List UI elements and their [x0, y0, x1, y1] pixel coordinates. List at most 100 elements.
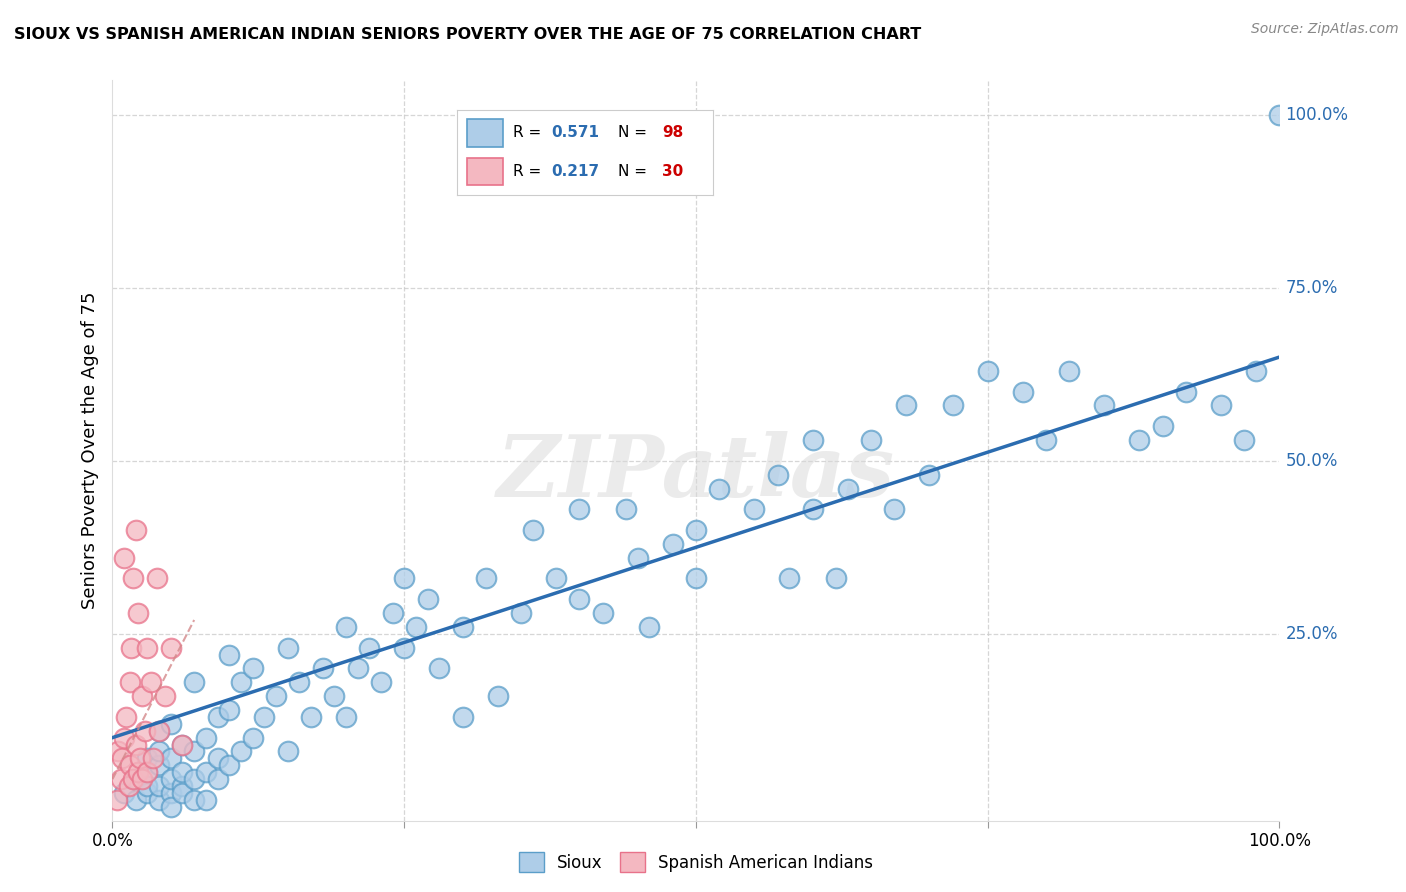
- Point: [107, 744, 129, 758]
- Point: [172, 779, 194, 793]
- Point: [112, 731, 135, 745]
- Point: [183, 675, 205, 690]
- Point: [146, 572, 169, 586]
- Point: [110, 772, 132, 786]
- Point: [1128, 433, 1150, 447]
- Point: [685, 572, 707, 586]
- Point: [118, 779, 141, 793]
- Point: [475, 572, 498, 586]
- Point: [125, 738, 148, 752]
- Point: [207, 772, 229, 786]
- Point: [194, 793, 217, 807]
- Point: [229, 744, 252, 758]
- Point: [148, 744, 170, 758]
- Point: [131, 772, 153, 786]
- Point: [118, 675, 141, 690]
- Point: [1175, 384, 1198, 399]
- Point: [825, 572, 848, 586]
- Point: [172, 765, 194, 780]
- Point: [218, 648, 240, 662]
- Point: [136, 751, 159, 765]
- Text: N =: N =: [619, 164, 652, 178]
- Point: [1152, 419, 1174, 434]
- Point: [801, 433, 824, 447]
- Point: [1092, 399, 1115, 413]
- Point: [136, 779, 159, 793]
- Point: [359, 640, 381, 655]
- Point: [592, 606, 614, 620]
- Point: [148, 723, 170, 738]
- Point: [427, 661, 450, 675]
- Point: [370, 675, 392, 690]
- Point: [160, 751, 183, 765]
- Point: [1233, 433, 1256, 447]
- Point: [522, 523, 544, 537]
- Point: [1244, 364, 1267, 378]
- Point: [148, 758, 170, 772]
- Text: N =: N =: [619, 126, 652, 140]
- Point: [127, 606, 149, 620]
- Point: [194, 731, 217, 745]
- Point: [918, 467, 941, 482]
- Point: [207, 710, 229, 724]
- Point: [381, 606, 404, 620]
- Point: [709, 482, 731, 496]
- Point: [242, 661, 264, 675]
- Point: [661, 537, 683, 551]
- Point: [942, 399, 965, 413]
- Point: [311, 661, 333, 675]
- Point: [276, 744, 298, 758]
- Text: 75.0%: 75.0%: [1285, 279, 1337, 297]
- Point: [218, 703, 240, 717]
- Point: [894, 399, 917, 413]
- Point: [111, 751, 134, 765]
- Point: [627, 550, 650, 565]
- Point: [194, 765, 217, 780]
- Point: [276, 640, 298, 655]
- Point: [136, 786, 159, 800]
- Point: [1268, 108, 1291, 122]
- Point: [125, 772, 148, 786]
- Text: R =: R =: [513, 164, 547, 178]
- Point: [976, 364, 998, 378]
- Point: [801, 502, 824, 516]
- Point: [323, 689, 346, 703]
- Point: [122, 572, 145, 586]
- Point: [614, 502, 637, 516]
- Point: [118, 758, 141, 772]
- Text: 98: 98: [662, 126, 683, 140]
- Point: [416, 592, 439, 607]
- Point: [264, 689, 287, 703]
- Point: [112, 786, 135, 800]
- Point: [335, 620, 357, 634]
- Point: [346, 661, 368, 675]
- Point: [392, 572, 416, 586]
- Point: [172, 738, 194, 752]
- Point: [299, 710, 322, 724]
- Point: [127, 765, 149, 780]
- Point: [218, 758, 240, 772]
- Point: [115, 710, 138, 724]
- Point: [392, 640, 416, 655]
- Point: [148, 723, 170, 738]
- Point: [125, 793, 148, 807]
- Point: [134, 723, 156, 738]
- Text: 0.571: 0.571: [551, 126, 600, 140]
- Point: [183, 793, 205, 807]
- Point: [242, 731, 264, 745]
- Point: [766, 467, 789, 482]
- Bar: [467, 120, 503, 146]
- Point: [207, 751, 229, 765]
- Point: [160, 640, 183, 655]
- Point: [1035, 433, 1057, 447]
- Point: [405, 620, 427, 634]
- Point: [288, 675, 311, 690]
- Point: [148, 779, 170, 793]
- Point: [122, 772, 145, 786]
- Y-axis label: Seniors Poverty Over the Age of 75: Seniors Poverty Over the Age of 75: [80, 292, 98, 609]
- Point: [1011, 384, 1033, 399]
- Point: [253, 710, 276, 724]
- Point: [120, 640, 142, 655]
- Point: [136, 765, 159, 780]
- Text: 0.217: 0.217: [551, 164, 600, 178]
